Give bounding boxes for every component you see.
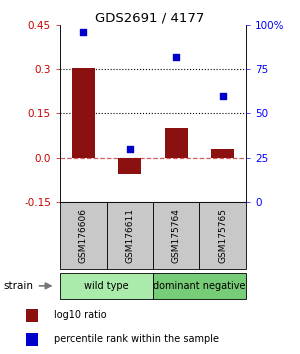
Bar [60,202,106,269]
Text: GSM176606: GSM176606 [79,208,88,263]
Point [174,54,178,59]
Bar [200,202,246,269]
Bar [72,68,95,158]
Text: GSM175765: GSM175765 [218,208,227,263]
Point [128,146,132,152]
Bar [26,309,38,322]
Text: percentile rank within the sample: percentile rank within the sample [54,335,219,344]
Bar [106,202,153,269]
Text: GSM176611: GSM176611 [125,208,134,263]
Bar [153,202,200,269]
Text: strain: strain [3,281,33,291]
Text: GDS2691 / 4177: GDS2691 / 4177 [95,11,205,24]
Text: wild type: wild type [84,281,129,291]
Point [81,29,86,35]
Text: GSM175764: GSM175764 [172,208,181,263]
Bar [26,333,38,346]
Bar [211,149,234,158]
Text: log10 ratio: log10 ratio [54,310,106,320]
Point [220,93,225,98]
Bar [60,273,153,299]
Text: dominant negative: dominant negative [153,281,246,291]
Bar [165,128,188,158]
Bar [153,273,246,299]
Bar [118,158,141,174]
